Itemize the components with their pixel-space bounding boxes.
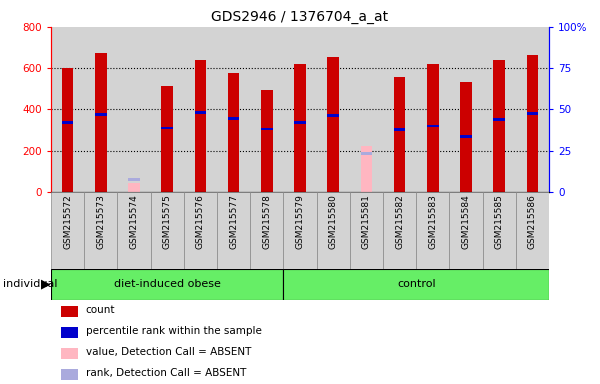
- Bar: [194, 60, 206, 192]
- Text: GSM215584: GSM215584: [461, 194, 470, 249]
- Bar: [261, 127, 272, 131]
- Bar: [51, 269, 283, 300]
- Bar: [516, 192, 549, 269]
- Text: diet-induced obese: diet-induced obese: [114, 279, 221, 289]
- Text: GSM215576: GSM215576: [196, 194, 205, 249]
- Text: GSM215586: GSM215586: [528, 194, 537, 249]
- Bar: [61, 327, 79, 338]
- Text: GSM215581: GSM215581: [362, 194, 371, 249]
- Text: count: count: [86, 305, 115, 315]
- Bar: [493, 118, 505, 121]
- Bar: [250, 192, 283, 269]
- Bar: [383, 192, 416, 269]
- Text: GSM215582: GSM215582: [395, 194, 404, 249]
- Text: GSM215580: GSM215580: [329, 194, 338, 249]
- Bar: [294, 121, 306, 124]
- Bar: [62, 68, 73, 192]
- Bar: [128, 178, 140, 180]
- Text: percentile rank within the sample: percentile rank within the sample: [86, 326, 262, 336]
- Bar: [228, 73, 239, 192]
- Bar: [294, 64, 306, 192]
- Bar: [460, 81, 472, 192]
- Text: GSM215574: GSM215574: [130, 194, 139, 249]
- Bar: [482, 192, 516, 269]
- Text: GSM215583: GSM215583: [428, 194, 437, 249]
- Text: control: control: [397, 279, 436, 289]
- Bar: [161, 127, 173, 129]
- Bar: [51, 192, 84, 269]
- Bar: [361, 152, 372, 155]
- Text: individual: individual: [3, 279, 58, 289]
- Bar: [151, 192, 184, 269]
- Bar: [84, 192, 118, 269]
- Bar: [283, 192, 317, 269]
- Text: GSM215585: GSM215585: [495, 194, 504, 249]
- Bar: [217, 192, 250, 269]
- Bar: [427, 124, 439, 127]
- Bar: [128, 183, 140, 192]
- Text: ▶: ▶: [41, 278, 50, 291]
- Bar: [317, 192, 350, 269]
- Bar: [527, 112, 538, 114]
- Text: GSM215579: GSM215579: [296, 194, 305, 249]
- Bar: [161, 86, 173, 192]
- Text: GSM215577: GSM215577: [229, 194, 238, 249]
- Title: GDS2946 / 1376704_a_at: GDS2946 / 1376704_a_at: [211, 10, 389, 25]
- Bar: [416, 192, 449, 269]
- Bar: [95, 113, 107, 116]
- Text: value, Detection Call = ABSENT: value, Detection Call = ABSENT: [86, 347, 251, 358]
- Bar: [261, 91, 272, 192]
- Bar: [449, 192, 482, 269]
- Bar: [118, 192, 151, 269]
- Text: GSM215575: GSM215575: [163, 194, 172, 249]
- Text: GSM215573: GSM215573: [97, 194, 106, 249]
- Bar: [394, 128, 406, 131]
- Bar: [184, 192, 217, 269]
- Text: GSM215578: GSM215578: [262, 194, 271, 249]
- Bar: [228, 117, 239, 119]
- Bar: [328, 57, 339, 192]
- Bar: [493, 60, 505, 192]
- Bar: [394, 78, 406, 192]
- Bar: [527, 55, 538, 192]
- Bar: [194, 111, 206, 114]
- Bar: [350, 192, 383, 269]
- Bar: [61, 348, 79, 359]
- Bar: [328, 114, 339, 117]
- Text: rank, Detection Call = ABSENT: rank, Detection Call = ABSENT: [86, 368, 246, 379]
- Bar: [361, 146, 372, 192]
- Bar: [427, 64, 439, 192]
- Bar: [61, 369, 79, 380]
- Bar: [61, 306, 79, 317]
- Bar: [95, 53, 107, 192]
- Bar: [283, 269, 549, 300]
- Bar: [62, 121, 73, 124]
- Bar: [460, 135, 472, 138]
- Text: GSM215572: GSM215572: [63, 194, 72, 249]
